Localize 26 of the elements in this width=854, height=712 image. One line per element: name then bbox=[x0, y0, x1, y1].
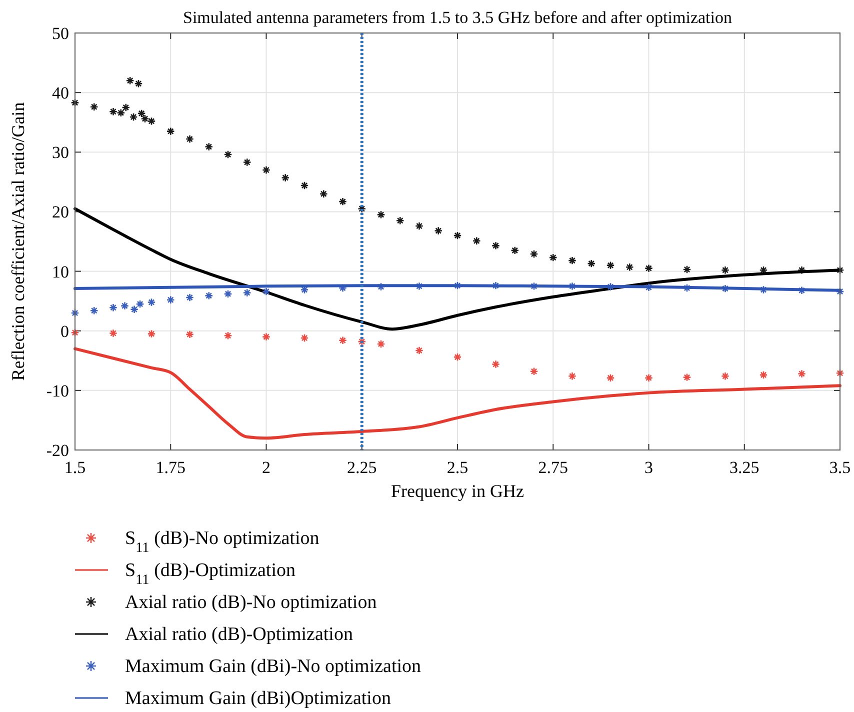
y-tick-label: -20 bbox=[46, 441, 69, 460]
x-tick-label: 2.75 bbox=[538, 458, 568, 477]
y-tick-label: 50 bbox=[52, 24, 69, 43]
x-tick-label: 2.25 bbox=[347, 458, 377, 477]
y-tick-label: -10 bbox=[46, 381, 69, 400]
y-tick-label: 10 bbox=[52, 262, 69, 282]
x-tick-label: 3.5 bbox=[829, 458, 851, 477]
y-tick-label: 0 bbox=[60, 322, 69, 341]
legend-label: Axial ratio (dB)-No optimization bbox=[125, 592, 378, 613]
legend-label: S$_{11}$ (dB)-Optimization bbox=[125, 560, 296, 588]
legend-label: S$_{11}$ (dB)-No optimization bbox=[125, 528, 320, 556]
y-tick-label: 30 bbox=[52, 143, 69, 162]
y-axis-title: Reflection coefficient/Axial ratio/Gain bbox=[8, 102, 28, 381]
x-tick-label: 3.25 bbox=[730, 458, 760, 477]
y-tick-label: 20 bbox=[52, 202, 69, 222]
x-tick-label: 1.75 bbox=[156, 458, 186, 477]
x-tick-label: 2.5 bbox=[446, 458, 468, 477]
legend-label: Maximum Gain (dBi)-No optimization bbox=[125, 656, 422, 677]
legend-label: Maximum Gain (dBi)Optimization bbox=[125, 688, 392, 709]
x-axis-title: Frequency in GHz bbox=[391, 481, 524, 501]
x-tick-label: 1.5 bbox=[64, 458, 86, 477]
x-tick-label: 3 bbox=[644, 458, 653, 477]
legend-label: Axial ratio (dB)-Optimization bbox=[125, 624, 354, 645]
chart-title: Simulated antenna parameters from 1.5 to 3.5 GHz before and after optimization bbox=[182, 8, 732, 27]
x-tick-label: 2 bbox=[262, 458, 270, 477]
y-tick-label: 40 bbox=[52, 84, 69, 103]
